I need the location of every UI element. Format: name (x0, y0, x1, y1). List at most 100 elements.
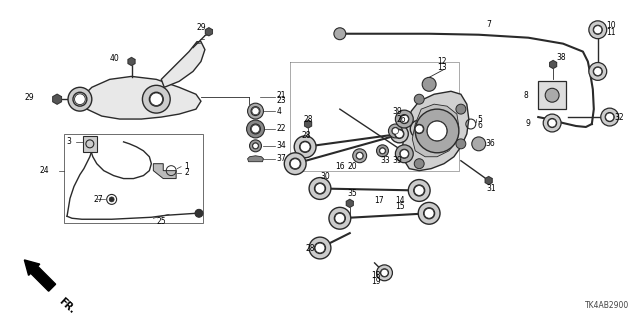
Text: 13: 13 (437, 63, 447, 72)
Polygon shape (128, 58, 135, 66)
Text: 37: 37 (276, 154, 286, 163)
Polygon shape (550, 60, 557, 68)
Circle shape (415, 125, 423, 133)
Circle shape (414, 186, 424, 196)
Text: 2: 2 (184, 168, 189, 177)
Circle shape (392, 128, 399, 134)
Circle shape (315, 184, 325, 193)
Text: 15: 15 (396, 202, 405, 211)
Circle shape (334, 28, 346, 40)
Circle shape (601, 108, 619, 126)
Text: 28: 28 (305, 244, 315, 252)
Text: 23: 23 (276, 96, 286, 105)
Circle shape (291, 159, 300, 169)
Text: 40: 40 (109, 54, 120, 63)
Text: 18: 18 (372, 271, 381, 280)
Text: 39: 39 (392, 156, 402, 165)
Polygon shape (346, 199, 353, 207)
FancyArrow shape (24, 260, 56, 291)
Text: 36: 36 (486, 139, 495, 148)
Circle shape (376, 265, 392, 281)
Circle shape (300, 142, 310, 152)
Circle shape (284, 153, 306, 175)
Circle shape (408, 180, 430, 201)
Circle shape (388, 124, 403, 138)
Circle shape (252, 108, 259, 115)
Text: 28: 28 (303, 115, 312, 124)
Circle shape (329, 207, 351, 229)
Circle shape (456, 139, 466, 149)
Circle shape (309, 237, 331, 259)
Circle shape (315, 243, 325, 253)
Circle shape (109, 197, 114, 202)
Circle shape (424, 208, 434, 218)
Polygon shape (53, 94, 61, 104)
Text: 20: 20 (348, 162, 357, 171)
Text: 12: 12 (437, 57, 447, 66)
Text: 19: 19 (372, 277, 381, 286)
Text: 35: 35 (348, 189, 358, 198)
Circle shape (589, 62, 607, 80)
Circle shape (396, 145, 413, 163)
Polygon shape (80, 76, 201, 119)
Text: 11: 11 (605, 28, 615, 37)
Circle shape (390, 125, 408, 143)
Circle shape (396, 130, 403, 138)
Polygon shape (412, 104, 459, 157)
Circle shape (396, 110, 413, 128)
Text: 5: 5 (477, 115, 483, 124)
Text: 8: 8 (524, 91, 528, 100)
Text: 21: 21 (276, 91, 286, 100)
Text: 9: 9 (525, 118, 530, 127)
Text: 24: 24 (39, 166, 49, 175)
Text: 30: 30 (320, 172, 330, 181)
Circle shape (418, 202, 440, 224)
Text: FR.: FR. (57, 296, 77, 315)
Text: 39: 39 (392, 107, 402, 116)
Text: 3: 3 (66, 137, 71, 146)
Text: TK4AB2900: TK4AB2900 (585, 300, 630, 309)
Circle shape (75, 94, 85, 105)
Text: 17: 17 (374, 196, 384, 205)
Polygon shape (248, 156, 264, 162)
Text: 1: 1 (184, 162, 189, 171)
Polygon shape (154, 164, 176, 179)
Circle shape (605, 113, 614, 121)
Circle shape (246, 120, 264, 138)
Polygon shape (205, 28, 212, 36)
Text: 38: 38 (556, 53, 566, 62)
Text: 28: 28 (301, 132, 310, 140)
Circle shape (545, 88, 559, 102)
Text: 14: 14 (396, 196, 405, 205)
FancyBboxPatch shape (538, 81, 566, 109)
Circle shape (422, 77, 436, 91)
Text: 10: 10 (605, 21, 615, 30)
Circle shape (472, 137, 486, 151)
Circle shape (253, 143, 258, 148)
Circle shape (252, 125, 260, 133)
Text: 7: 7 (486, 20, 492, 29)
Polygon shape (485, 177, 492, 185)
Circle shape (376, 145, 388, 157)
Circle shape (335, 213, 345, 223)
Text: 4: 4 (276, 107, 281, 116)
Text: 22: 22 (276, 124, 286, 133)
Circle shape (143, 85, 170, 113)
Polygon shape (403, 91, 469, 171)
Circle shape (594, 26, 602, 34)
Circle shape (594, 68, 602, 76)
Circle shape (309, 178, 331, 199)
Text: 25: 25 (156, 217, 166, 226)
Polygon shape (305, 120, 312, 128)
Circle shape (415, 109, 459, 153)
Circle shape (589, 21, 607, 39)
Circle shape (195, 209, 203, 217)
Circle shape (548, 119, 556, 127)
Text: 29: 29 (197, 23, 207, 32)
Circle shape (414, 159, 424, 169)
Circle shape (400, 150, 408, 158)
Circle shape (250, 140, 262, 152)
Circle shape (294, 136, 316, 158)
Circle shape (414, 94, 424, 104)
Circle shape (381, 269, 388, 276)
